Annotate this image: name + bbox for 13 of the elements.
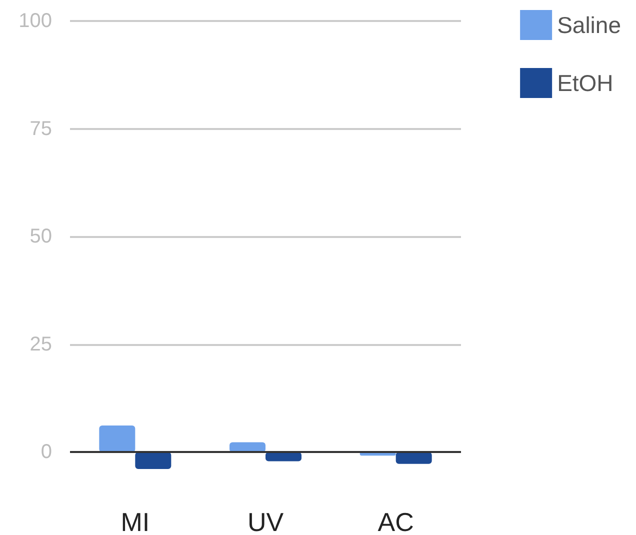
x-tick-label: UV [247, 507, 284, 535]
y-tick-label: 75 [30, 118, 52, 140]
y-tick-label: 0 [40, 441, 52, 464]
legend-label: EtOH [557, 70, 614, 96]
y-tick-label: 50 [30, 226, 52, 248]
y-tick-label: 100 [18, 10, 52, 32]
x-tick-label: MI [120, 507, 150, 535]
bar [99, 425, 136, 452]
bar [396, 452, 432, 464]
bar [135, 452, 172, 469]
y-tick-label: 25 [30, 333, 52, 356]
legend-label: Saline [557, 12, 621, 38]
x-tick-label: AC [378, 507, 414, 535]
